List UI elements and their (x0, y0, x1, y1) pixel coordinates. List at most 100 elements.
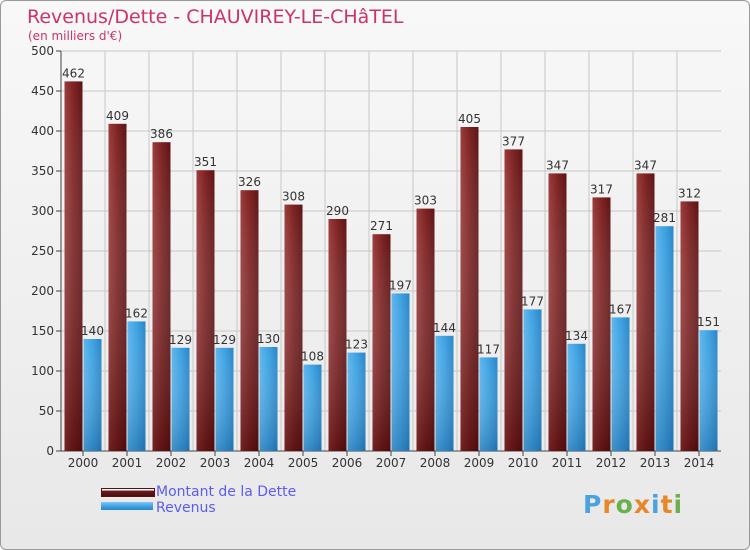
bar-dette-shade-2011 (548, 173, 567, 451)
label-dette-2007: 271 (370, 219, 393, 233)
data-labels: 462 140 409 162 386 129 351 129 326 130 308 108 290 1… (62, 66, 720, 363)
x-tick-label-2012: 2012 (596, 456, 627, 470)
x-tick-label-2007: 2007 (376, 456, 407, 470)
x-tick-label-2010: 2010 (508, 456, 539, 470)
label-revenus-2014: 151 (697, 315, 720, 329)
label-dette-2011: 347 (546, 158, 569, 172)
legend-label-dette: Montant de la Dette (156, 484, 297, 500)
legend-swatch-dette (101, 488, 155, 497)
bar-revenus-shade-2009 (479, 357, 498, 451)
bar-dette-shade-2010 (504, 149, 523, 451)
bar-dette-shade-2013 (636, 173, 655, 451)
chart-title: Revenus/Dette - CHAUVIREY-LE-CHâTEL (27, 6, 404, 28)
bar-revenus-shade-2011 (567, 343, 586, 451)
bar-revenus-shade-2008 (435, 335, 454, 451)
grid-lines (61, 50, 721, 451)
label-dette-2004: 326 (238, 175, 261, 189)
label-dette-2001: 409 (106, 109, 129, 123)
bar-dette-shade-2008 (416, 208, 435, 451)
x-tick-label-2013: 2013 (640, 456, 671, 470)
bar-dette-shade-2003 (196, 170, 215, 451)
label-revenus-2007: 197 (389, 278, 412, 292)
logo-letter: i (651, 490, 661, 519)
bar-revenus-shade-2004 (259, 347, 278, 451)
bar-dette-shade-2012 (592, 197, 611, 451)
label-dette-2009: 405 (458, 112, 481, 126)
bar-revenus-shade-2014 (699, 330, 718, 451)
label-revenus-2011: 134 (565, 329, 588, 343)
label-revenus-2009: 117 (477, 342, 500, 356)
y-tick-label-100: 100 (31, 364, 54, 378)
bar-revenus-shade-2010 (523, 309, 542, 451)
axes: 0 50 100 150 200 250 300 350 400 450 500 2000 2001 20… (31, 44, 721, 470)
label-revenus-2001: 162 (125, 306, 148, 320)
label-revenus-2013: 281 (653, 211, 676, 225)
bar-dette-shade-2009 (460, 127, 479, 451)
logo-letter: o (615, 490, 634, 519)
label-dette-2012: 317 (590, 182, 613, 196)
bar-revenus-shade-2006 (347, 352, 366, 451)
x-tick-label-2001: 2001 (112, 456, 143, 470)
x-tick-label-2009: 2009 (464, 456, 495, 470)
x-tick-label-2011: 2011 (552, 456, 583, 470)
label-revenus-2002: 129 (169, 333, 192, 347)
bar-revenus-shade-2001 (127, 321, 146, 451)
bar-dette-shade-2000 (64, 81, 83, 452)
y-tick-label-400: 400 (31, 124, 54, 138)
label-revenus-2008: 144 (433, 321, 456, 335)
bar-revenus-shade-2007 (391, 293, 410, 451)
legend-label-revenus: Revenus (156, 500, 216, 516)
bar-dette-shade-2001 (108, 123, 127, 452)
x-tick-label-2003: 2003 (200, 456, 231, 470)
x-tick-label-2000: 2000 (68, 456, 99, 470)
y-tick-label-350: 350 (31, 164, 54, 178)
logo-letter: i (673, 490, 684, 519)
y-tick-label-250: 250 (31, 244, 54, 258)
bar-revenus-shade-2000 (83, 339, 102, 451)
logo-letter: t (660, 490, 674, 519)
y-tick-label-200: 200 (31, 284, 54, 298)
label-revenus-2000: 140 (81, 324, 104, 338)
logo-letter: r (602, 490, 616, 519)
label-revenus-2012: 167 (609, 302, 632, 316)
y-tick-label-300: 300 (31, 204, 54, 218)
y-tick-label-500: 500 (31, 44, 54, 58)
label-dette-2002: 386 (150, 127, 173, 141)
label-dette-2006: 290 (326, 204, 349, 218)
proxiti-logo: Proxiti (583, 490, 683, 519)
bar-dette-shade-2005 (284, 204, 303, 451)
y-tick-label-50: 50 (39, 404, 54, 418)
bar-revenus-shade-2005 (303, 364, 322, 451)
label-dette-2000: 462 (62, 66, 85, 80)
label-revenus-2004: 130 (257, 332, 280, 346)
label-dette-2013: 347 (634, 158, 657, 172)
bar-dette-shade-2002 (152, 142, 171, 451)
legend-swatch-revenus (101, 502, 153, 510)
label-revenus-2005: 108 (301, 350, 324, 364)
label-revenus-2003: 129 (213, 333, 236, 347)
label-dette-2005: 308 (282, 190, 305, 204)
bar-dette-shade-2014 (680, 201, 699, 451)
y-tick-label-0: 0 (46, 444, 54, 458)
bar-revenus-shade-2002 (171, 347, 190, 451)
x-tick-label-2006: 2006 (332, 456, 363, 470)
label-revenus-2010: 177 (521, 294, 544, 308)
x-tick-label-2014: 2014 (684, 456, 715, 470)
x-tick-label-2008: 2008 (420, 456, 451, 470)
bar-dette-shade-2006 (328, 219, 347, 451)
y-tick-label-150: 150 (31, 324, 54, 338)
label-dette-2010: 377 (502, 134, 525, 148)
y-tick-label-450: 450 (31, 84, 54, 98)
bar-dette-shade-2007 (372, 234, 391, 451)
bar-revenus-shade-2012 (611, 317, 630, 451)
bar-revenus-shade-2003 (215, 347, 234, 451)
label-revenus-2006: 123 (345, 338, 368, 352)
label-dette-2014: 312 (678, 186, 701, 200)
x-tick-label-2004: 2004 (244, 456, 275, 470)
logo-letter: P (583, 490, 603, 519)
x-tick-label-2002: 2002 (156, 456, 187, 470)
x-tick-label-2005: 2005 (288, 456, 319, 470)
label-dette-2003: 351 (194, 155, 217, 169)
